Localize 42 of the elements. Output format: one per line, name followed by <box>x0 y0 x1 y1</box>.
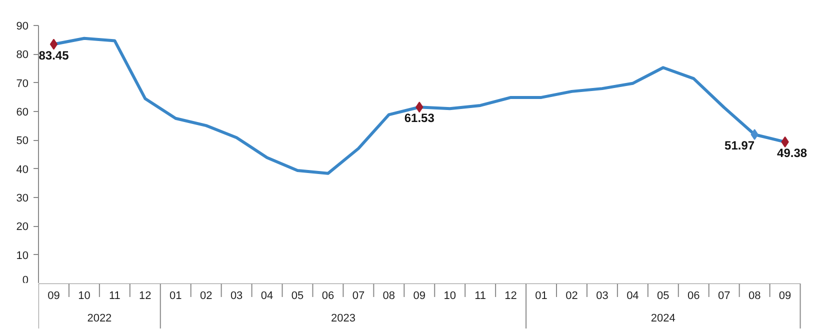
x-tick-label: 06 <box>322 290 334 302</box>
y-tick-label: 80 <box>16 49 29 62</box>
x-tick-label: 01 <box>535 290 548 302</box>
data-label: 61.53 <box>404 111 435 126</box>
x-tick-label: 12 <box>504 290 517 302</box>
x-tick-label: 01 <box>170 290 182 302</box>
x-tick-label: 03 <box>596 290 608 302</box>
x-tick-label: 09 <box>778 290 792 302</box>
y-tick-label: 30 <box>16 192 29 204</box>
y-tick-label: 40 <box>16 164 29 176</box>
x-tick-label: 10 <box>78 290 90 302</box>
x-tick-label: 06 <box>688 290 700 302</box>
data-label: 51.97 <box>724 138 755 153</box>
y-tick-label: 60 <box>16 106 29 118</box>
x-tick-label: 08 <box>748 290 761 302</box>
y-tick-label: 50 <box>16 135 29 148</box>
text: 2024 <box>650 312 676 324</box>
x-tick-label: 08 <box>382 290 396 302</box>
x-tick-label: 04 <box>260 290 274 302</box>
y-tick-label: 90 <box>16 20 29 32</box>
x-tick-label: 02 <box>566 290 578 302</box>
text: 2023 <box>330 312 356 324</box>
x-tick-label: 09 <box>413 290 426 302</box>
x-tick-label: 11 <box>474 290 486 302</box>
x-tick-label: 10 <box>444 290 456 302</box>
data-label: 83.45 <box>38 48 70 62</box>
x-tick-label: 12 <box>139 290 152 302</box>
x-tick-label: 05 <box>291 290 304 302</box>
x-tick-label: 11 <box>108 290 120 302</box>
x-tick-label: 09 <box>48 290 60 302</box>
x-tick-label: 05 <box>657 290 670 302</box>
x-tick-label: 02 <box>200 290 212 302</box>
data-label: 49.38 <box>777 146 808 160</box>
x-tick-label: 07 <box>718 290 730 302</box>
y-tick-label: 20 <box>16 221 29 234</box>
point <box>50 38 58 50</box>
y-tick-label: 10 <box>16 250 29 262</box>
x-tick-label: 04 <box>626 290 639 302</box>
x-tick-label: 07 <box>352 290 365 302</box>
y-tick-label: 70 <box>16 78 29 90</box>
x-tick-label: 03 <box>230 290 243 302</box>
text: 2022 <box>87 312 112 324</box>
